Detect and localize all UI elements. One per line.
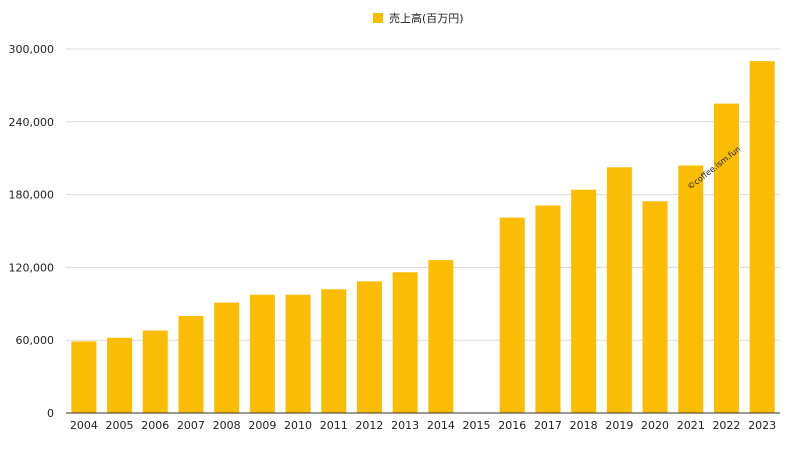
- bar-2023: [749, 61, 775, 414]
- x-tick-label: 2011: [320, 419, 348, 432]
- bar-2018: [571, 189, 597, 413]
- bar-2012: [356, 281, 382, 413]
- y-tick-label: 300,000: [9, 43, 55, 56]
- x-tick-label: 2013: [391, 419, 419, 432]
- bar-2005: [107, 337, 133, 413]
- x-tick-label: 2008: [213, 419, 241, 432]
- bar-2013: [392, 272, 418, 413]
- legend: 売上高(百万円): [373, 11, 464, 25]
- bar-2004: [71, 341, 97, 413]
- legend-label: 売上高(百万円): [389, 11, 464, 25]
- x-tick-label: 2014: [427, 419, 455, 432]
- x-tick-label: 2010: [284, 419, 312, 432]
- x-tick-label: 2019: [605, 419, 633, 432]
- y-tick-label: 0: [47, 407, 54, 420]
- y-tick-label: 180,000: [9, 189, 55, 202]
- legend-swatch: [373, 13, 383, 23]
- bars: [71, 61, 775, 414]
- x-tick-label: 2005: [106, 419, 134, 432]
- bar-2017: [535, 205, 561, 413]
- y-axis: 0 60,000 120,000 180,000 240,000 300,000: [9, 43, 55, 420]
- x-axis: 2004 2005 2006 2007 2008 2009 2010 2011 2012 2013…: [66, 412, 780, 432]
- x-tick-label: 2009: [248, 419, 276, 432]
- x-tick-label: 2012: [355, 419, 383, 432]
- x-tick-label: 2018: [570, 419, 598, 432]
- gridlines: [66, 48, 780, 341]
- bar-2016: [499, 217, 525, 413]
- x-tick-label: 2004: [70, 419, 98, 432]
- x-tick-label: 2020: [641, 419, 669, 432]
- bar-2007: [178, 315, 204, 413]
- bar-2021: [678, 165, 704, 413]
- y-tick-label: 120,000: [9, 261, 55, 274]
- x-tick-label: 2006: [141, 419, 169, 432]
- x-tick-label: 2021: [677, 419, 705, 432]
- bar-2008: [214, 302, 240, 413]
- bar-2011: [321, 289, 347, 413]
- bar-2014: [428, 260, 454, 413]
- bar-2022: [713, 103, 739, 413]
- bar-2009: [249, 294, 275, 413]
- x-tick-label: 2023: [748, 419, 776, 432]
- bar-2006: [142, 330, 168, 413]
- bar-2010: [285, 294, 311, 413]
- bar-2019: [606, 167, 632, 413]
- x-tick-label: 2007: [177, 419, 205, 432]
- y-tick-label: 60,000: [16, 334, 55, 347]
- x-tick-label: 2016: [498, 419, 526, 432]
- bar-2020: [642, 201, 668, 413]
- y-tick-label: 240,000: [9, 116, 55, 129]
- x-tick-label: 2017: [534, 419, 562, 432]
- x-tick-label: 2015: [463, 419, 491, 432]
- x-tick-label: 2022: [712, 419, 740, 432]
